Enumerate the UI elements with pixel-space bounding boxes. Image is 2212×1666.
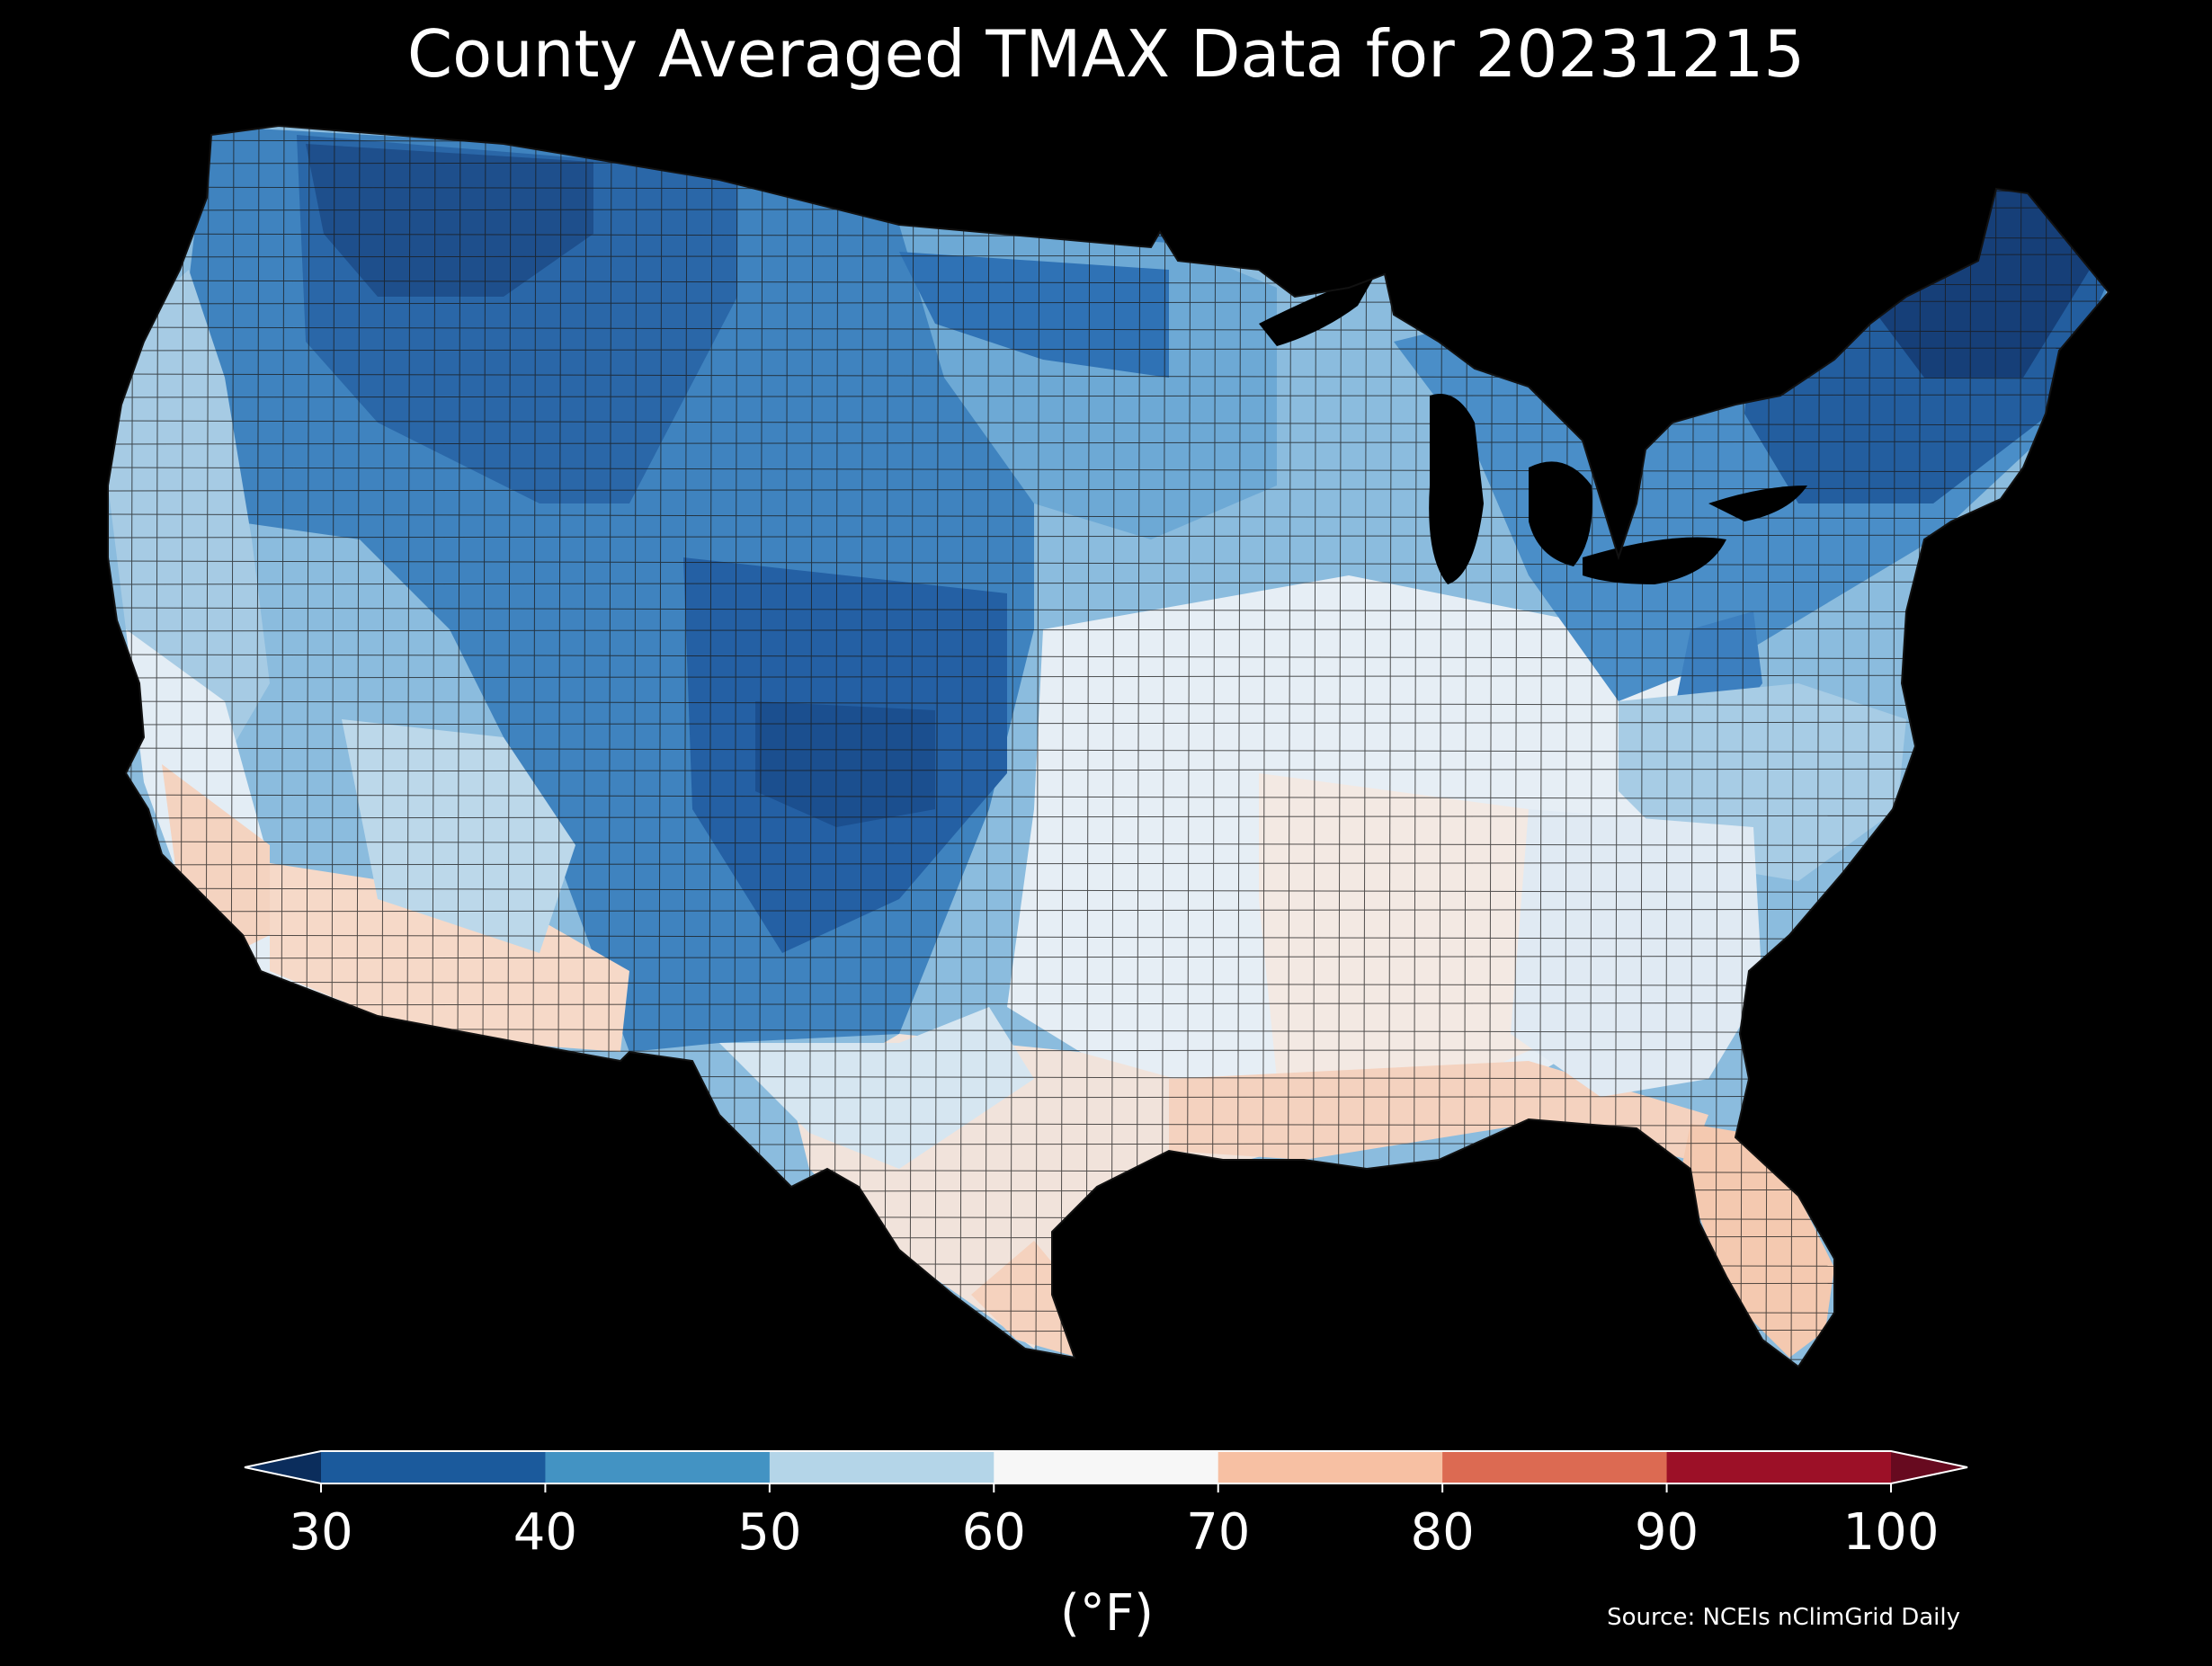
map-title: County Averaged TMAX Data for 20231215 (406, 16, 1806, 92)
colorbar-tick-label: 100 (1842, 1503, 1940, 1562)
colorbar-tick-label: 50 (737, 1503, 802, 1562)
colorbar-tick-label: 30 (289, 1503, 353, 1562)
great-lakes (1259, 274, 1807, 584)
colorbar-tick-label: 80 (1410, 1503, 1475, 1562)
colorbar-tick-label: 60 (961, 1503, 1026, 1562)
colorbar-tick-label: 90 (1634, 1503, 1699, 1562)
colorbar-unit-label: (°F) (1060, 1584, 1154, 1643)
source-credit: Source: NCEIs nClimGrid Daily (1607, 1604, 1960, 1631)
colorbar-tick-label: 70 (1186, 1503, 1251, 1562)
colorbar-tick-label: 40 (513, 1503, 578, 1562)
